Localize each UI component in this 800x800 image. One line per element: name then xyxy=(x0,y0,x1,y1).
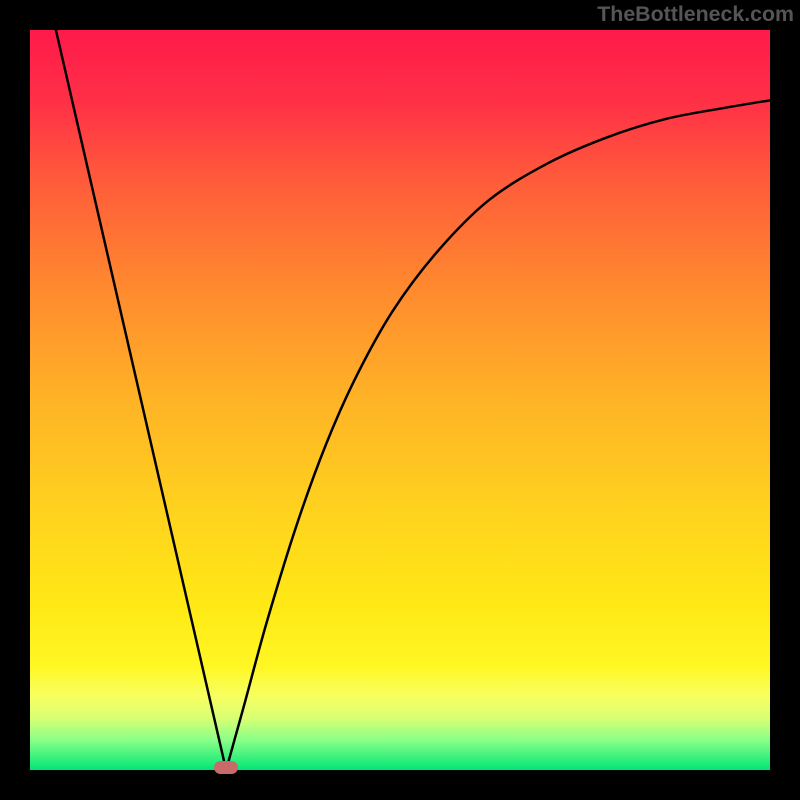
optimum-marker xyxy=(214,761,238,774)
chart-container: TheBottleneck.com xyxy=(0,0,800,800)
curve-layer xyxy=(30,30,770,770)
plot-area xyxy=(30,30,770,770)
watermark-text: TheBottleneck.com xyxy=(597,2,794,27)
bottleneck-curve-left xyxy=(56,30,226,770)
bottleneck-curve-right xyxy=(226,100,770,770)
